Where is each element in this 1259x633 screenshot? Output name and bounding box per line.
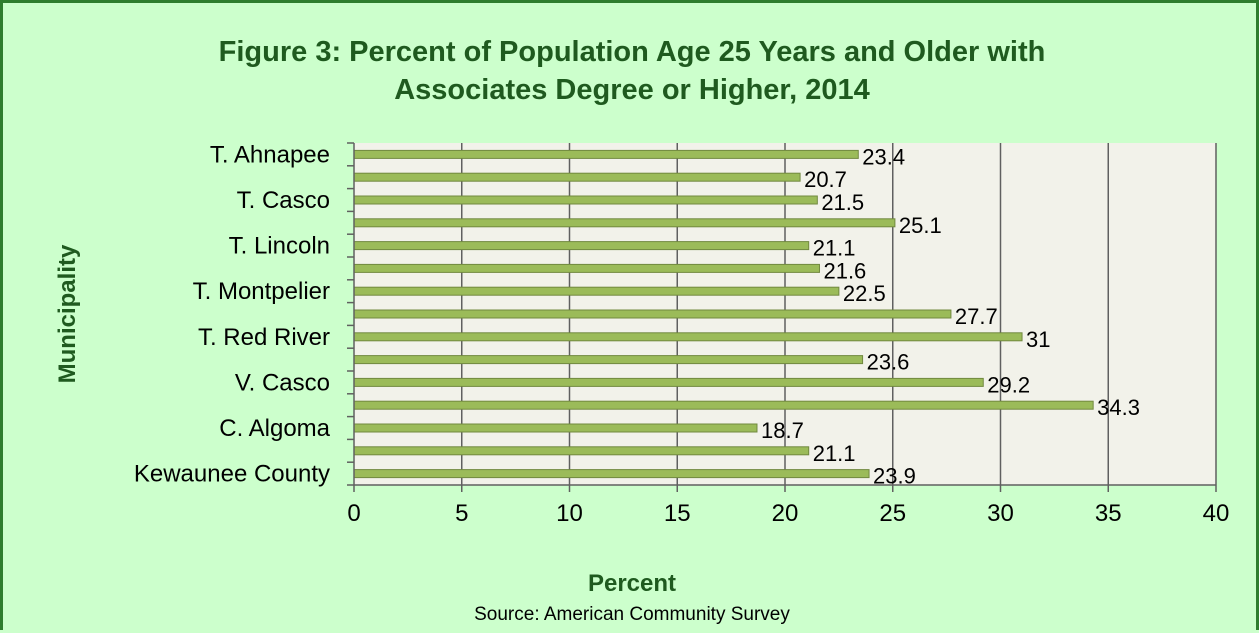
chart-title-line-2: Associates Degree or Higher, 2014 <box>394 74 870 106</box>
bar <box>353 400 1094 410</box>
x-tick-label: 40 <box>1203 500 1230 527</box>
category-label: V. Casco <box>235 369 330 396</box>
x-tick-label: 0 <box>347 500 360 527</box>
x-tick-label: 5 <box>455 500 468 527</box>
bar <box>353 172 801 182</box>
category-label: T. Lincoln <box>229 233 330 260</box>
data-label: 21.1 <box>813 441 856 466</box>
bar <box>353 446 810 456</box>
category-label: C. Algoma <box>219 415 330 442</box>
category-label: T. Red River <box>198 324 330 351</box>
data-label: 27.7 <box>955 304 998 329</box>
bar <box>353 423 758 433</box>
bar <box>353 469 870 479</box>
data-label: 20.7 <box>804 167 847 192</box>
x-tick-label: 20 <box>772 500 799 527</box>
bar <box>353 218 896 228</box>
bar <box>353 195 818 205</box>
data-label: 21.6 <box>823 258 866 283</box>
category-label: T. Casco <box>237 187 330 214</box>
chart-title-line-1: Figure 3: Percent of Population Age 25 Y… <box>219 36 1046 68</box>
data-label: 34.3 <box>1097 395 1140 420</box>
data-label: 23.4 <box>862 144 905 169</box>
bar <box>353 149 859 159</box>
x-tick-label: 25 <box>879 500 906 527</box>
bar <box>353 286 840 296</box>
data-label: 21.5 <box>821 190 864 215</box>
chart: Figure 3: Percent of Population Age 25 Y… <box>54 36 1230 625</box>
bar <box>353 332 1023 342</box>
data-label: 18.7 <box>761 418 804 443</box>
category-label: T. Ahnapee <box>210 141 330 168</box>
category-label: T. Montpelier <box>193 278 330 305</box>
data-label: 22.5 <box>843 281 886 306</box>
data-label: 31 <box>1026 327 1050 352</box>
bar <box>353 377 984 387</box>
bar <box>353 355 864 365</box>
data-label: 29.2 <box>987 372 1030 397</box>
data-label: 21.1 <box>813 236 856 261</box>
category-label: Kewaunee County <box>134 461 330 488</box>
bar <box>353 263 820 273</box>
data-label: 23.6 <box>867 350 910 375</box>
x-tick-label: 30 <box>987 500 1014 527</box>
bar <box>353 241 810 251</box>
source-note: Source: American Community Survey <box>474 604 790 625</box>
x-tick-label: 35 <box>1095 500 1122 527</box>
bar <box>353 309 952 319</box>
y-axis-title: Municipality <box>54 244 81 383</box>
x-axis-title: Percent <box>588 570 676 597</box>
x-tick-label: 15 <box>664 500 691 527</box>
data-label: 25.1 <box>899 213 942 238</box>
x-tick-label: 10 <box>556 500 583 527</box>
